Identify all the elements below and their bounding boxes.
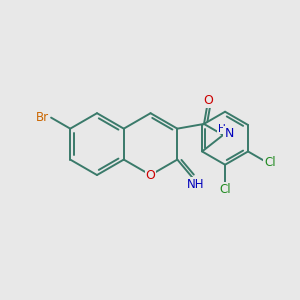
Text: O: O	[203, 94, 213, 106]
Text: O: O	[146, 169, 155, 182]
Text: NH: NH	[187, 178, 204, 190]
Text: N: N	[224, 127, 234, 140]
Text: H: H	[218, 124, 226, 134]
Text: Cl: Cl	[264, 156, 276, 169]
Text: Cl: Cl	[219, 183, 231, 196]
Text: Br: Br	[36, 111, 50, 124]
